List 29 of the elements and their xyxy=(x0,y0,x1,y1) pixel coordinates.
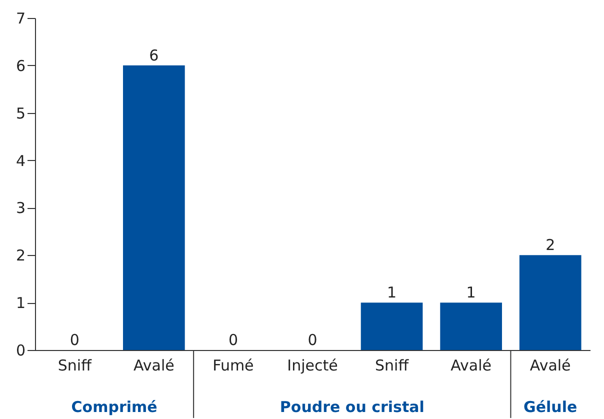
bar xyxy=(360,302,423,350)
bar xyxy=(440,302,502,350)
y-tick-label: 4 xyxy=(16,152,26,170)
data-label: 2 xyxy=(546,236,556,254)
y-tick-label: 6 xyxy=(16,56,26,75)
text: Gélule xyxy=(524,398,578,416)
data-label: 1 xyxy=(387,284,397,302)
bar xyxy=(519,255,582,350)
x-tick-label: Sniff xyxy=(375,356,410,374)
data-label: 1 xyxy=(466,284,476,302)
data-label: 0 xyxy=(228,331,238,349)
x-tick-label: Avalé xyxy=(450,356,492,374)
text: Comprimé xyxy=(71,398,158,416)
y-tick-label: 5 xyxy=(16,104,26,122)
data-label: 0 xyxy=(308,331,318,349)
y-tick-label: 3 xyxy=(16,199,26,218)
x-tick-label: Fumé xyxy=(212,356,254,374)
y-tick-label: 1 xyxy=(16,294,26,312)
x-tick-label: Avalé xyxy=(530,356,571,374)
y-tick-label: 7 xyxy=(16,10,26,28)
bar xyxy=(123,65,185,350)
x-tick-label: Injecté xyxy=(287,356,338,374)
data-label: 6 xyxy=(149,46,159,64)
x-tick-label: Sniff xyxy=(58,356,92,374)
y-tick-label: 0 xyxy=(16,342,26,360)
x-tick-label: Avalé xyxy=(134,356,174,374)
text: Poudre ou cristal xyxy=(280,398,424,416)
data-label: 0 xyxy=(70,331,80,349)
y-tick-label: 2 xyxy=(16,246,26,265)
